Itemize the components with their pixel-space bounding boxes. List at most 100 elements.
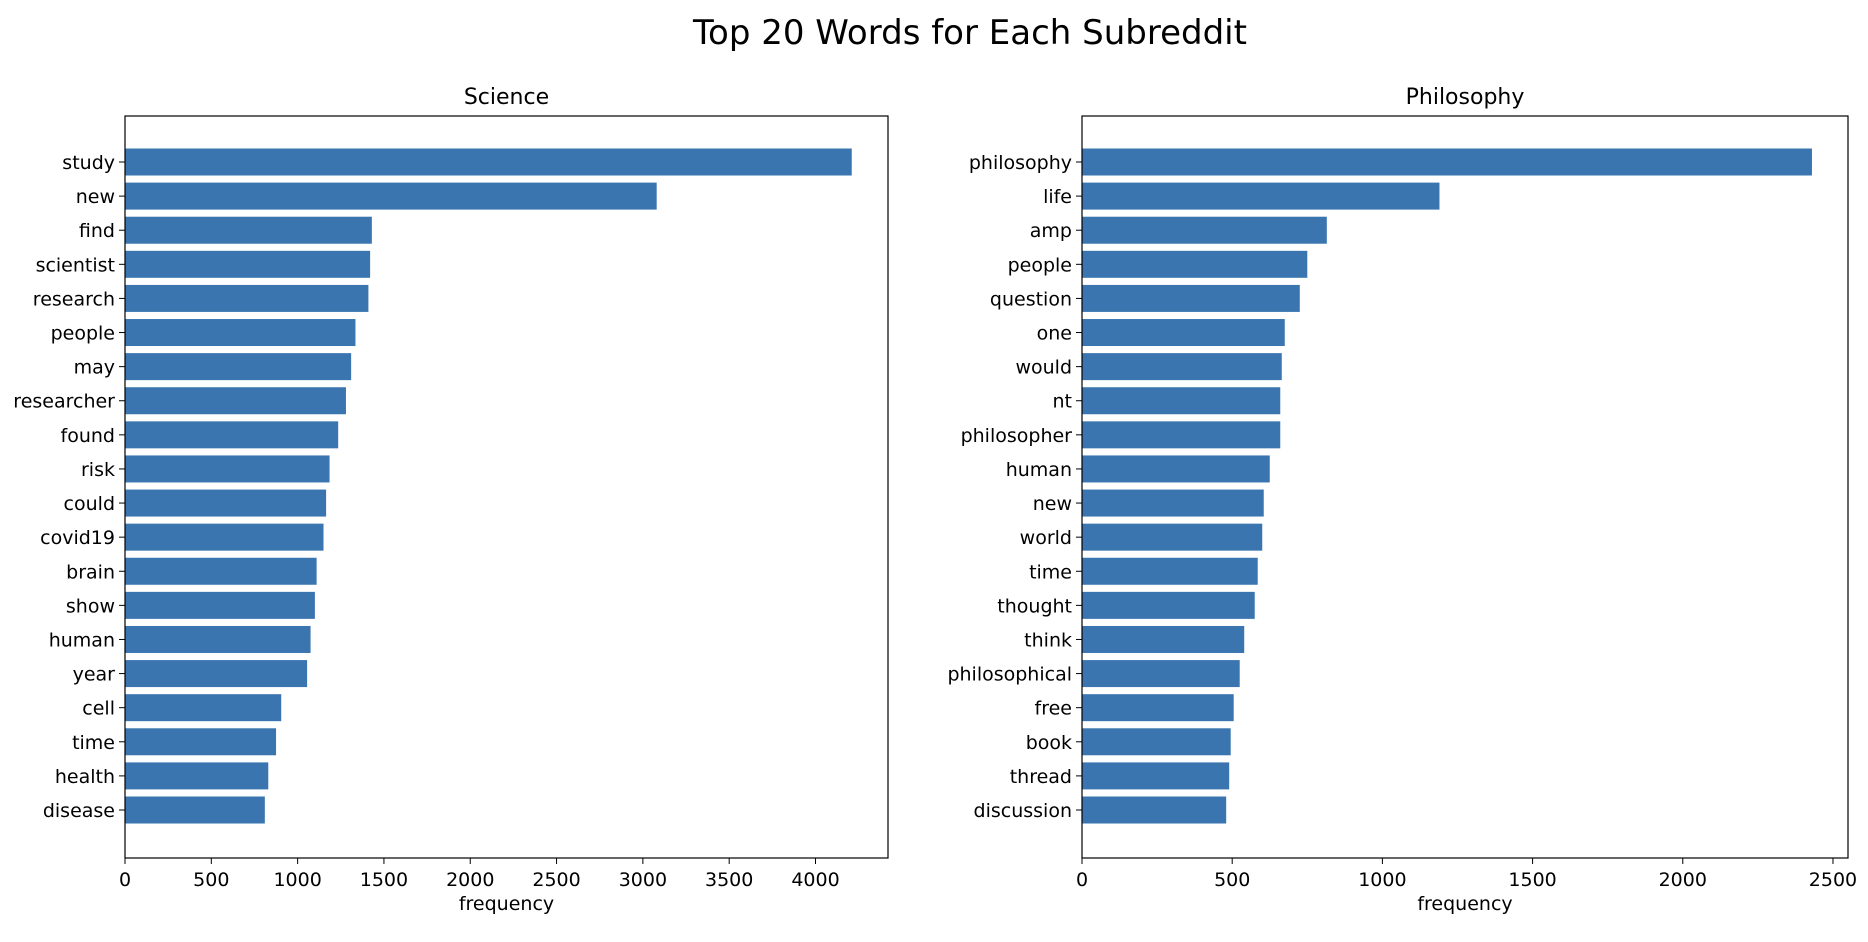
science-ytick-label-year: year <box>73 664 116 686</box>
philosophy-bar-nt <box>1082 387 1281 415</box>
philosophy-ytick-label-free: free <box>1035 698 1072 720</box>
philosophy-ytick-label-human: human <box>1006 459 1072 481</box>
science-ytick-label-time: time <box>72 732 115 754</box>
science-ytick-label-show: show <box>66 595 115 617</box>
science-bar-cell <box>125 694 282 722</box>
science-ytick-label-cell: cell <box>82 698 115 720</box>
philosophy-bar-free <box>1082 694 1234 722</box>
philosophy-xlabel: frequency <box>1417 893 1512 915</box>
philosophy-ytick-label-time: time <box>1029 561 1072 583</box>
philosophy-bar-thread <box>1082 762 1230 790</box>
science-ytick-label-people: people <box>51 323 115 345</box>
science-xtick-label: 2500 <box>532 869 580 891</box>
science-xlabel: frequency <box>459 893 554 915</box>
science-bar-brain <box>125 557 317 585</box>
philosophy-ytick-label-amp: amp <box>1030 220 1072 242</box>
science-bar-health <box>125 762 269 790</box>
science-bar-find <box>125 216 372 244</box>
philosophy-chart: Philosophy philosophy life amp people questio… <box>947 85 1857 915</box>
science-bar-study <box>125 148 852 176</box>
science-bar-year <box>125 660 308 688</box>
philosophy-ytick-label-think: think <box>1024 629 1072 651</box>
figure-suptitle: Top 20 Words for Each Subreddit <box>692 13 1247 53</box>
science-ytick-label-risk: risk <box>81 459 115 481</box>
science-ytick-label-covid19: covid19 <box>40 527 115 549</box>
science-bar-may <box>125 353 352 381</box>
philosophy-bar-one <box>1082 319 1285 347</box>
science-bar-time <box>125 728 277 756</box>
philosophy-bar-amp <box>1082 216 1327 244</box>
science-bar-found <box>125 421 339 449</box>
science-xtick-label: 1500 <box>360 869 408 891</box>
philosophy-ytick-label-life: life <box>1043 186 1072 208</box>
science-xtick-label: 2000 <box>446 869 494 891</box>
philosophy-ytick-label-thought: thought <box>997 595 1072 617</box>
philosophy-ytick-label-philosophical: philosophical <box>947 664 1072 686</box>
philosophy-bar-world <box>1082 523 1263 551</box>
philosophy-xtick-label: 2000 <box>1659 869 1707 891</box>
science-ytick-label-may: may <box>74 357 115 379</box>
philosophy-ytick-label-nt: nt <box>1053 391 1073 413</box>
science-chart-title: Science <box>464 85 549 110</box>
science-ytick-label-could: could <box>64 493 115 515</box>
philosophy-bar-book <box>1082 728 1231 756</box>
science-bar-show <box>125 591 315 619</box>
philosophy-bar-would <box>1082 353 1282 381</box>
philosophy-bar-thought <box>1082 591 1255 619</box>
science-ytick-label-find: find <box>79 220 115 242</box>
philosophy-bar-philosophy <box>1082 148 1812 176</box>
philosophy-ytick-label-philosophy: philosophy <box>969 152 1072 174</box>
philosophy-ytick-label-book: book <box>1026 732 1072 754</box>
philosophy-bar-philosopher <box>1082 421 1281 449</box>
philosophy-chart-title: Philosophy <box>1406 85 1525 110</box>
philosophy-bar-people <box>1082 250 1308 278</box>
philosophy-bar-think <box>1082 625 1245 653</box>
philosophy-ytick-label-would: would <box>1015 357 1072 379</box>
science-axes-frame <box>124 115 889 859</box>
philosophy-ytick-label-one: one <box>1037 323 1072 345</box>
philosophy-bar-life <box>1082 182 1440 210</box>
science-bar-disease <box>125 796 265 824</box>
philosophy-xtick-label: 0 <box>1076 869 1088 891</box>
science-ytick-label-research: research <box>33 288 115 310</box>
science-xtick-label: 3000 <box>619 869 667 891</box>
science-bar-scientist <box>125 250 371 278</box>
science-xtick-label: 500 <box>193 869 229 891</box>
philosophy-bar-discussion <box>1082 796 1227 824</box>
science-ytick-label-new: new <box>76 186 115 208</box>
philosophy-bar-philosophical <box>1082 660 1240 688</box>
science-bar-human <box>125 625 311 653</box>
science-bar-could <box>125 489 327 517</box>
science-bar-new <box>125 182 657 210</box>
science-bar-people <box>125 319 356 347</box>
science-ytick-label-found: found <box>61 425 115 447</box>
philosophy-ytick-label-world: world <box>1020 527 1072 549</box>
philosophy-axes-frame <box>1081 115 1849 859</box>
philosophy-ytick-label-philosopher: philosopher <box>961 425 1073 447</box>
science-xtick-label: 3500 <box>705 869 753 891</box>
science-ytick-label-scientist: scientist <box>36 254 115 276</box>
philosophy-ytick-label-question: question <box>990 288 1072 310</box>
science-ytick-label-researcher: researcher <box>13 391 115 413</box>
science-xtick-label: 0 <box>119 869 131 891</box>
philosophy-bar-human <box>1082 455 1270 483</box>
philosophy-xtick-label: 1000 <box>1358 869 1406 891</box>
science-chart: Science study new find scientist research peop… <box>13 85 889 915</box>
science-xtick-label: 1000 <box>273 869 321 891</box>
philosophy-ytick-label-discussion: discussion <box>974 800 1072 822</box>
philosophy-bar-new <box>1082 489 1264 517</box>
science-bar-research <box>125 284 369 312</box>
philosophy-xtick-label: 500 <box>1214 869 1250 891</box>
philosophy-ytick-label-thread: thread <box>1010 766 1072 788</box>
philosophy-xtick-label: 1500 <box>1508 869 1556 891</box>
science-ytick-label-brain: brain <box>66 561 115 583</box>
philosophy-ytick-label-new: new <box>1033 493 1072 515</box>
philosophy-bar-time <box>1082 557 1258 585</box>
science-xtick-label: 4000 <box>791 869 839 891</box>
science-bar-covid19 <box>125 523 324 551</box>
science-bar-risk <box>125 455 330 483</box>
philosophy-bar-question <box>1082 284 1300 312</box>
philosophy-xtick-label: 2500 <box>1809 869 1857 891</box>
philosophy-ytick-label-people: people <box>1008 254 1072 276</box>
